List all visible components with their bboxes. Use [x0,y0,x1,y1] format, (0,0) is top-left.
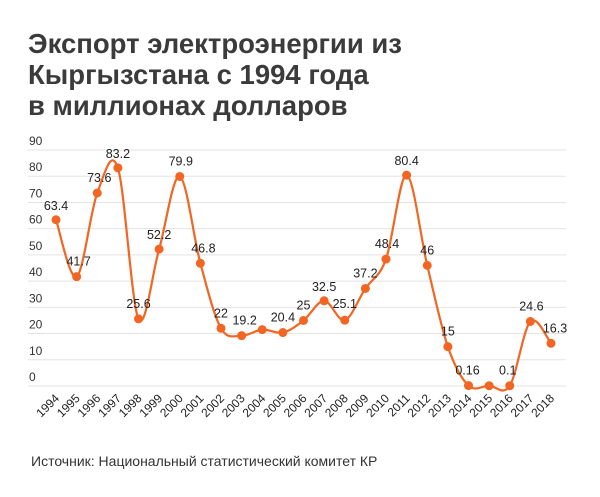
data-point-2011 [402,170,412,180]
y-tick-label-50: 50 [29,239,43,253]
data-point-2008 [340,315,350,325]
data-point-2016 [505,381,515,391]
data-point-2017 [525,316,535,326]
y-tick-label-80: 80 [29,160,43,174]
data-label-2007: 32.5 [312,280,336,294]
data-label-2016: 0.1 [499,364,516,378]
data-point-1997 [113,163,123,173]
data-label-1999: 52.2 [147,228,171,242]
data-points [51,163,556,391]
data-point-2009 [360,283,370,293]
source-note: Источник: Национальный статистический ко… [31,453,378,469]
data-labels: 63.4 41.7 73.6 83.2 25.6 52.2 79.9 46.8 22 19.2 20… [44,147,567,378]
data-label-2011: 80.4 [394,154,418,168]
data-label-2009: 37.2 [353,266,377,280]
data-point-2003 [237,331,247,341]
data-point-2012 [422,260,432,270]
y-tick-label-30: 30 [29,291,43,305]
data-label-2013: 15 [441,325,455,339]
data-point-1994 [51,215,61,225]
chart-title-line-1: Экспорт электроэнергии из [28,28,402,59]
x-tick-label-2018: 2018 [528,391,557,420]
chart-title: Экспорт электроэнергии из Кыргызстана с … [28,28,588,121]
data-point-1995 [72,272,82,282]
data-point-2013 [443,342,453,352]
data-point-2007 [319,296,329,306]
data-label-2017: 24.6 [519,299,543,313]
data-label-2018: 16.3 [543,321,567,335]
data-point-2018 [546,338,556,348]
gridlines [28,149,566,387]
data-label-2000: 79.9 [169,154,193,168]
y-tick-label-60: 60 [29,213,43,227]
data-point-2004 [257,325,267,335]
data-point-2006 [299,315,308,325]
data-point-2010 [381,254,391,264]
data-label-1996: 73.6 [87,171,111,185]
y-tick-label-20: 20 [29,318,43,332]
data-point-1998 [134,314,143,324]
data-label-1995: 41.7 [66,255,90,269]
data-label-2012: 46 [420,243,434,257]
data-point-1999 [154,244,164,254]
data-point-2001 [195,258,205,268]
y-tick-label-40: 40 [29,265,43,279]
chart-title-line-3: в миллионах долларов [28,90,348,121]
y-tick-label-0: 0 [29,370,36,384]
data-label-1998: 25.6 [126,297,150,311]
data-label-2003: 19.2 [232,314,256,328]
data-point-2002 [216,323,226,333]
data-label-1997: 83.2 [106,147,130,161]
y-tick-label-10: 10 [29,344,43,358]
y-tick-label-70: 70 [29,186,43,200]
x-axis-ticks: 1994199519961997199819992000200120022003… [33,391,557,420]
data-label-1994: 63.4 [44,199,68,213]
data-point-2005 [278,328,288,338]
data-label-2008: 25.1 [333,297,357,311]
data-point-2000 [175,171,185,181]
series-line [54,159,553,392]
data-label-2002: 22 [214,306,228,320]
data-label-2001: 46.8 [191,241,215,255]
data-label-2005: 20.4 [271,311,295,325]
data-point-2015 [484,381,494,391]
data-point-2014 [464,381,473,391]
y-axis-ticks: 0 10 20 30 40 50 60 70 80 90 [29,134,43,384]
data-label-2014: 0.16 [455,364,479,378]
y-tick-label-90: 90 [29,134,43,148]
series-line-layer [54,159,553,392]
data-label-2010: 48.4 [375,237,399,251]
data-label-2006: 25 [297,298,311,312]
chart-title-line-2: Кыргызстана с 1994 года [28,59,369,90]
data-point-1996 [92,188,102,198]
